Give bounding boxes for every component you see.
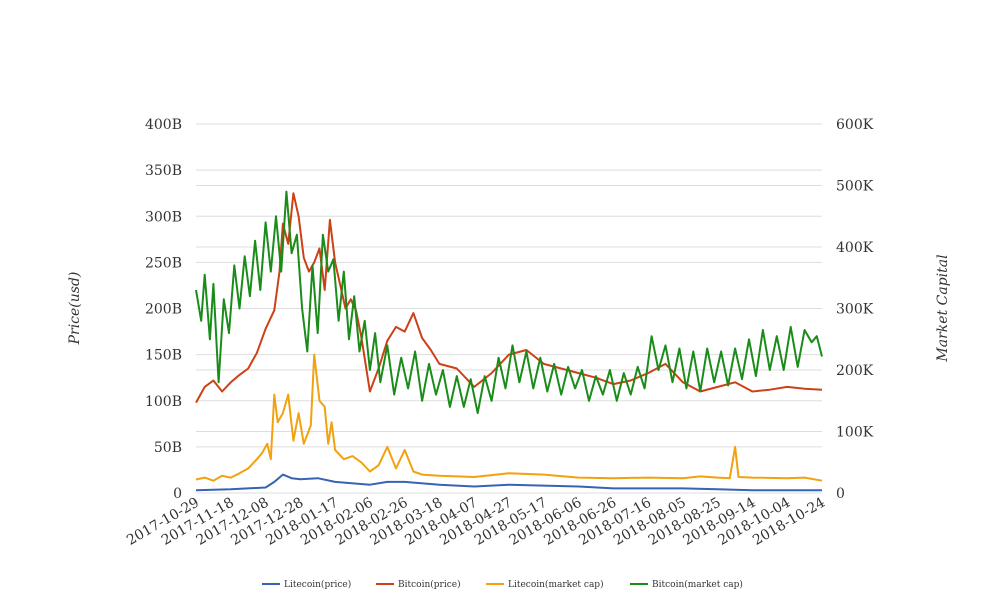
legend-label: Litecoin(price) [284, 579, 351, 590]
right-tick-label: 400K [836, 240, 874, 256]
left-tick-label: 100B [145, 394, 182, 410]
left-tick-label: 400B [145, 117, 182, 133]
left-tick-label: 50B [154, 440, 182, 456]
x-axis-ticks: 2017-10-292017-11-182017-12-082017-12-28… [124, 495, 828, 549]
left-tick-label: 300B [145, 209, 182, 225]
left-tick-label: 250B [145, 255, 182, 271]
right-tick-label: 300K [836, 302, 874, 318]
series-line-bitcoin-price [195, 192, 823, 404]
series-line-bitcoin-cap [195, 190, 823, 415]
left-tick-label: 150B [145, 348, 182, 364]
right-axis-ticks: 0 100K 200K 300K 400K 500K 600K [836, 117, 874, 502]
left-tick-label: 350B [145, 163, 182, 179]
left-axis-ticks: 0 50B 100B 150B 200B 250B 300B 350B 400B [145, 117, 182, 502]
right-axis-title: Market Capital [935, 254, 951, 362]
series-line-litecoin-cap [195, 353, 823, 482]
right-tick-label: 200K [836, 363, 874, 379]
right-tick-label: 100K [836, 425, 874, 441]
legend-label: Bitcoin(market cap) [652, 579, 743, 590]
legend-label: Bitcoin(price) [398, 579, 461, 590]
left-axis-title: Price(usd) [67, 272, 83, 346]
left-tick-label: 0 [173, 486, 182, 502]
grid-lines [196, 123, 822, 494]
series-lines [195, 190, 823, 492]
legend: Litecoin(price) Bitcoin(price) Litecoin(ma… [262, 579, 743, 590]
left-tick-label: 200B [145, 302, 182, 318]
right-tick-label: 0 [836, 486, 845, 502]
series-line-litecoin-price [195, 473, 822, 492]
right-tick-label: 600K [836, 117, 874, 133]
right-tick-label: 500K [836, 179, 874, 195]
legend-label: Litecoin(market cap) [508, 579, 604, 590]
